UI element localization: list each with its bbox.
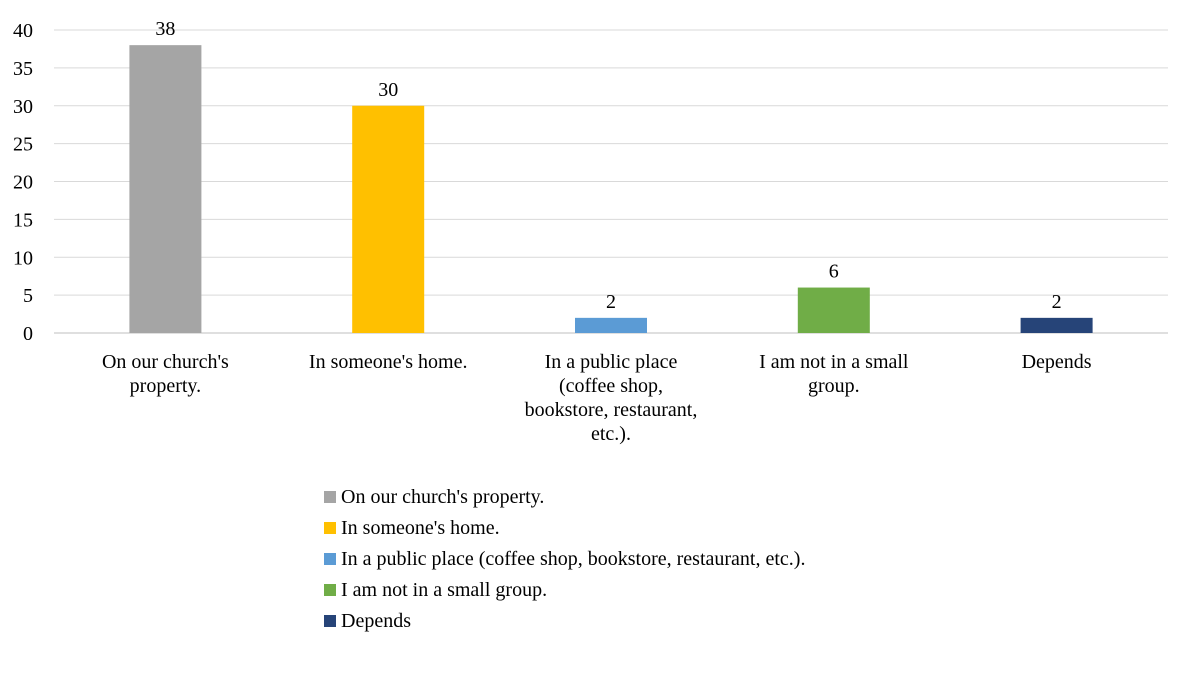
legend-swatch bbox=[324, 552, 336, 565]
bar bbox=[575, 317, 647, 333]
y-tick-label: 25 bbox=[13, 134, 33, 156]
x-category-label: In a public place (coffee shop, bookstore,… bbox=[525, 351, 698, 445]
data-labels: 38 30 2 6 2 bbox=[155, 18, 1061, 313]
legend-item: In someone's home. bbox=[324, 512, 805, 543]
bar bbox=[1020, 317, 1093, 333]
y-tick-label: 35 bbox=[13, 58, 33, 80]
legend: On our church's property. In someone's ho… bbox=[324, 481, 805, 636]
legend-label: On our church's property. bbox=[341, 485, 545, 508]
legend-swatch bbox=[324, 614, 336, 627]
bar-chart: 0 5 10 15 20 25 30 35 40 38 30 2 6 2 On our church's… bbox=[13, 18, 1168, 445]
x-category-label: On our church's property. bbox=[102, 351, 229, 397]
x-category-label: Depends bbox=[1022, 351, 1092, 373]
y-tick-label: 10 bbox=[13, 247, 33, 269]
y-tick-label: 0 bbox=[23, 323, 33, 345]
legend-item: On our church's property. bbox=[324, 481, 805, 512]
bars bbox=[129, 45, 1093, 334]
y-tick-label: 30 bbox=[13, 96, 33, 118]
data-label: 2 bbox=[1052, 291, 1062, 313]
legend-item: Depends bbox=[324, 605, 805, 636]
data-label: 30 bbox=[378, 79, 398, 101]
y-tick-label: 40 bbox=[13, 20, 33, 42]
legend-label: I am not in a small group. bbox=[341, 578, 548, 601]
bar bbox=[797, 287, 870, 333]
data-label: 6 bbox=[829, 261, 839, 283]
x-axis-category-labels: On our church's property. In someone's hom… bbox=[102, 351, 1092, 445]
legend-item: I am not in a small group. bbox=[324, 574, 805, 605]
y-tick-label: 20 bbox=[13, 172, 33, 194]
data-label: 38 bbox=[155, 18, 175, 40]
y-tick-label: 5 bbox=[23, 285, 33, 307]
legend-label: In someone's home. bbox=[341, 516, 500, 539]
y-tick-label: 15 bbox=[13, 209, 33, 231]
legend-swatch bbox=[324, 490, 336, 503]
legend-swatch bbox=[324, 521, 336, 534]
x-category-label: I am not in a small group. bbox=[759, 351, 909, 397]
legend-label: Depends bbox=[341, 609, 411, 632]
y-axis-tick-labels: 0 5 10 15 20 25 30 35 40 bbox=[13, 20, 33, 345]
bar bbox=[352, 105, 425, 333]
legend-swatch bbox=[324, 583, 336, 596]
bar bbox=[129, 45, 202, 334]
data-label: 2 bbox=[606, 291, 616, 313]
x-category-label: In someone's home. bbox=[309, 351, 468, 373]
gridlines bbox=[54, 29, 1168, 334]
legend-item: In a public place (coffee shop, bookstor… bbox=[324, 543, 805, 574]
legend-label: In a public place (coffee shop, bookstor… bbox=[341, 547, 806, 570]
